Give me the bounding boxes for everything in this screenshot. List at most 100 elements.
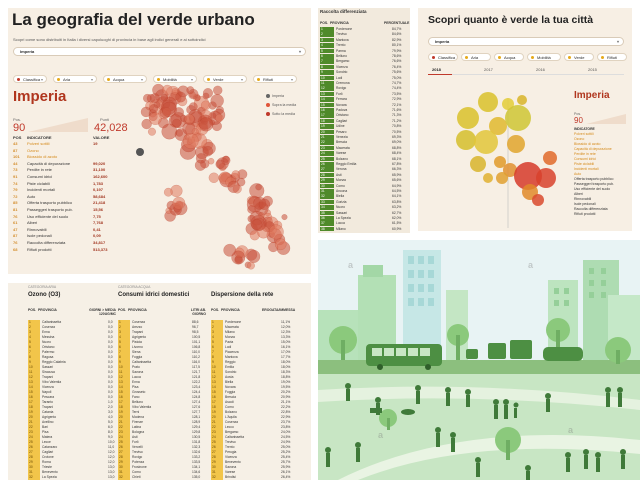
table-row: 7 Siena 110,0 [118, 350, 206, 356]
indicator-bubble[interactable] [494, 156, 506, 168]
city-bubble[interactable] [200, 100, 211, 111]
city-bubble[interactable] [281, 214, 288, 221]
year-tab-2018[interactable]: 2018 [432, 67, 441, 72]
indicator-bubble[interactable] [456, 130, 476, 150]
city-bubble[interactable] [141, 118, 152, 130]
city-bubble[interactable] [149, 112, 162, 125]
city-bubble[interactable] [182, 132, 199, 149]
city-bubble[interactable] [202, 145, 214, 157]
city-bubble[interactable] [147, 127, 156, 136]
row-province: L'Aquila [225, 415, 237, 419]
tab-aria[interactable]: Aria ▾ [53, 75, 97, 83]
city-select[interactable]: Imperia ▾ [428, 37, 624, 46]
pos-wedge [586, 114, 626, 124]
city-bubble[interactable] [199, 117, 214, 132]
tab-acqua[interactable]: Acqua ▾ [103, 75, 147, 83]
city-bubble[interactable] [186, 86, 195, 95]
city-bubble[interactable] [274, 238, 287, 251]
indicator-bubble[interactable] [470, 156, 486, 172]
indicator-bubble[interactable] [502, 98, 514, 110]
year-tab-2015[interactable]: 2015 [588, 67, 597, 72]
city-bubble[interactable] [215, 159, 225, 169]
city-bubble[interactable] [215, 113, 224, 123]
table-row: 16 Pescara 0,0 [28, 395, 116, 401]
city-bubble[interactable] [255, 183, 262, 191]
row-province: Padova [336, 108, 348, 112]
city-bubble[interactable] [191, 128, 199, 136]
indicator-bubble[interactable] [483, 173, 493, 183]
selected-city-marker[interactable] [136, 148, 144, 156]
row-pos: 21 [211, 420, 223, 426]
city-bubble[interactable] [207, 157, 215, 165]
city-bubble[interactable] [268, 224, 284, 240]
indicator-bubble[interactable] [532, 194, 544, 206]
city-bubble[interactable] [202, 88, 213, 99]
city-bubble[interactable] [161, 101, 177, 118]
city-bubble[interactable] [210, 94, 224, 108]
city-bubble[interactable] [149, 93, 160, 103]
city-bubble[interactable] [172, 118, 182, 128]
row-value: 15,0% [281, 340, 291, 344]
row-pos: 4 [320, 43, 334, 48]
year-tab-2016[interactable]: 2016 [536, 67, 545, 72]
city-bubble[interactable] [227, 180, 240, 193]
tab-classifica[interactable]: Classifica [428, 53, 458, 61]
city-bubble[interactable] [172, 196, 186, 210]
city-bubble[interactable] [231, 170, 241, 179]
tab-classifica[interactable]: Classifica ▾ [13, 75, 47, 83]
indicator-bubble[interactable] [489, 117, 507, 135]
city-bubble[interactable] [161, 123, 178, 140]
italy-bubble-map[interactable] [126, 68, 311, 273]
table-row: 31 Como 134,6 [118, 470, 206, 476]
col1-category: CATEGORIA ARIA [28, 285, 57, 289]
row-province: Macerata [225, 325, 239, 329]
tab-rifiuti[interactable]: Rifiuti [597, 53, 627, 61]
tab-mobilità[interactable]: Mobilità ▾ [153, 75, 197, 83]
year-tab-2017[interactable]: 2017 [484, 67, 493, 72]
city-bubble[interactable] [160, 93, 168, 102]
indicator-bubble[interactable] [536, 168, 556, 188]
tab-verde[interactable]: Verde ▾ [203, 75, 247, 83]
row-value: 121,7 [192, 370, 201, 374]
indicator-bubble[interactable] [496, 172, 508, 184]
tab-verde[interactable]: Verde [564, 53, 594, 61]
city-bubble[interactable] [195, 153, 207, 164]
indicator-bubble[interactable] [505, 105, 531, 131]
tab-acqua[interactable]: Acqua [494, 53, 524, 61]
table-row: 20 Modena 128,1 [118, 415, 206, 421]
tab-mobilità[interactable]: Mobilità [527, 53, 561, 61]
city-bubble[interactable] [194, 94, 201, 102]
city-bubble[interactable] [247, 249, 261, 263]
table-row: 1 Pordenone 84,7% [320, 27, 408, 32]
indicator-bubble[interactable] [507, 135, 525, 153]
indicator-bubble[interactable] [478, 92, 498, 112]
city-bubble[interactable] [258, 198, 271, 210]
row-name: Ozono [27, 147, 39, 153]
indicator-bubble[interactable] [457, 107, 479, 129]
city-bubble[interactable] [222, 155, 230, 163]
city-bubble[interactable] [251, 219, 263, 231]
tab-rifiuti[interactable]: Rifiuti ▾ [253, 75, 297, 83]
city-select[interactable]: Imperia ▾ [13, 47, 306, 56]
row-pos: 7 [118, 350, 130, 356]
city-bubble[interactable] [247, 261, 255, 270]
chevron-down-icon: ▾ [190, 77, 193, 82]
indicator-bubble[interactable] [514, 162, 542, 190]
city-bubble[interactable] [184, 113, 195, 124]
row-province: Fano [132, 395, 140, 399]
indicator-bubble[interactable] [517, 95, 527, 105]
indicator-bubble-chart[interactable] [438, 78, 568, 228]
city-bubble[interactable] [162, 84, 173, 96]
indicator-bubble[interactable] [503, 163, 517, 177]
city-bubble[interactable] [223, 243, 237, 257]
indicator-bubble[interactable] [474, 130, 498, 154]
city-bubble[interactable] [208, 172, 220, 183]
tab-aria[interactable]: Aria [461, 53, 491, 61]
row-province: Ascoli [225, 400, 234, 404]
city-bubble[interactable] [163, 187, 173, 197]
indicator-bubble[interactable] [543, 151, 557, 165]
city-bubble[interactable] [231, 250, 246, 265]
row-value: 0,0 [108, 360, 113, 364]
table-row: 32 Chieti 135,0 [118, 475, 206, 480]
city-bubble[interactable] [213, 85, 223, 95]
